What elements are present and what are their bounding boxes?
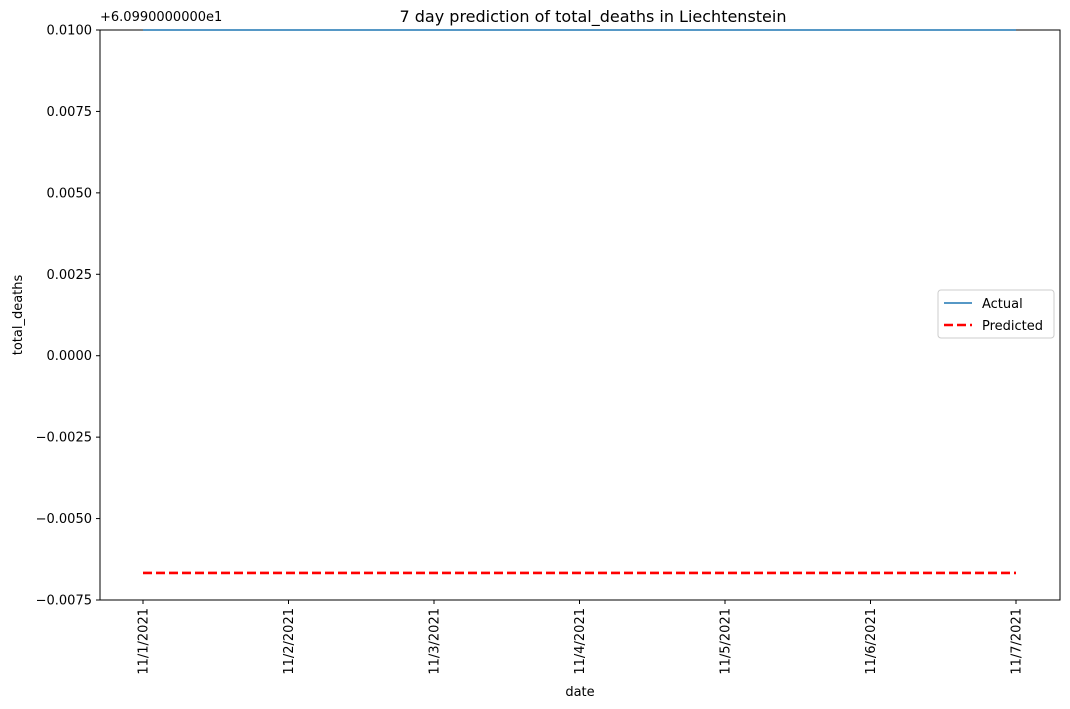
y-tick-label: −0.0025 — [36, 431, 92, 446]
y-axis-title: total_deaths — [11, 275, 26, 356]
y-tick-label: 0.0025 — [47, 268, 93, 283]
x-tick-label: 11/3/2021 — [428, 608, 443, 675]
y-tick-label: −0.0075 — [36, 594, 92, 609]
x-axis-title: date — [565, 685, 594, 700]
x-tick-label: 11/2/2021 — [282, 608, 297, 675]
y-axis: −0.0075 −0.0050 −0.0025 0.0000 0.0025 0.0050 0… — [36, 24, 100, 609]
x-axis: 11/1/2021 11/2/2021 11/3/2021 11/4/2021 11/5… — [137, 600, 1025, 675]
legend-label-actual: Actual — [982, 297, 1023, 312]
x-tick-label: 11/5/2021 — [719, 608, 734, 675]
y-tick-label: 0.0075 — [47, 105, 93, 120]
x-tick-label: 11/7/2021 — [1010, 608, 1025, 675]
x-tick-label: 11/1/2021 — [137, 608, 152, 675]
x-tick-label: 11/6/2021 — [864, 608, 879, 675]
series-lines — [143, 29, 1016, 575]
x-tick-label: 11/4/2021 — [573, 608, 588, 675]
y-tick-label: 0.0050 — [47, 186, 93, 201]
y-offset-label: +6.0990000000e1 — [100, 10, 222, 25]
chart-title: 7 day prediction of total_deaths in Liec… — [400, 7, 787, 27]
legend-box — [937, 289, 1055, 339]
plot-area — [99, 29, 1061, 601]
y-tick-label: 0.0000 — [47, 349, 93, 364]
y-tick-label: −0.0050 — [36, 512, 92, 527]
legend-label-predicted: Predicted — [982, 319, 1043, 334]
y-tick-label: 0.0100 — [47, 24, 93, 39]
legend: Actual Predicted — [937, 289, 1055, 339]
